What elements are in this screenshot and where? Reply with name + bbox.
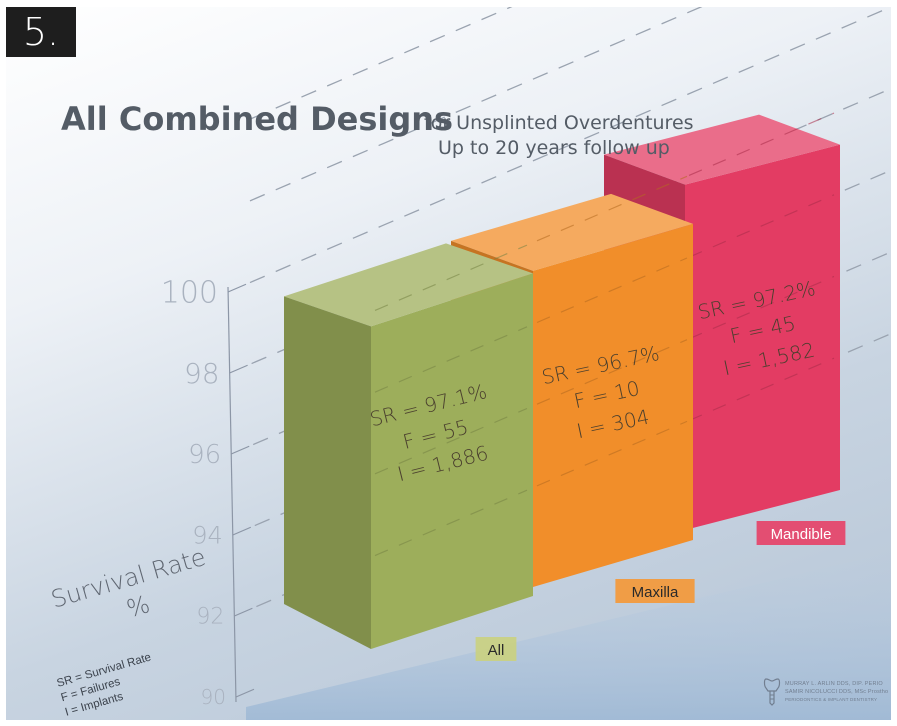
y-tick-label: 96 bbox=[188, 440, 221, 470]
gridline bbox=[249, 7, 513, 120]
bar-gridline bbox=[688, 112, 835, 177]
bar-maxilla-top bbox=[451, 193, 693, 271]
bar-gridline bbox=[374, 407, 528, 475]
bar-all-top bbox=[284, 243, 533, 327]
bar-gridline bbox=[536, 175, 688, 242]
y-tick-mark bbox=[234, 607, 253, 617]
bar-all-front bbox=[284, 296, 371, 649]
chart-slide: 90 92 94 96 98 100 SR = 97.1% F = 55 I = 1,886 S… bbox=[6, 7, 891, 720]
bar-gridline bbox=[374, 326, 528, 393]
logo-line-1: MURRAY L. ARLIN DDS, DIP. PERIO bbox=[785, 681, 883, 687]
y-tick-label: 92 bbox=[196, 605, 224, 630]
y-tick-label: 100 bbox=[161, 276, 218, 311]
logo-line-2: SAMIR NICOLUCCI DDS, MSc Prostho bbox=[785, 689, 889, 695]
y-tick-label: 94 bbox=[192, 521, 223, 549]
y-axis-label: Survival Rate% bbox=[48, 543, 209, 623]
bar-gridline bbox=[688, 194, 835, 258]
bar-mandible-side bbox=[685, 144, 840, 530]
floor-shadow bbox=[246, 552, 891, 720]
category-label-bg bbox=[615, 579, 695, 603]
clinic-logo: MURRAY L. ARLIN DDS, DIP. PERIO SAMIR NI… bbox=[763, 675, 888, 709]
y-tick-mark bbox=[227, 283, 247, 293]
category-label: Maxilla bbox=[632, 584, 679, 601]
bar-gridline bbox=[688, 357, 835, 422]
category-label-bg bbox=[756, 521, 846, 545]
y-tick-mark bbox=[232, 526, 252, 536]
slide-number: 5. bbox=[6, 7, 76, 57]
gridline bbox=[249, 7, 703, 202]
bar-all-side bbox=[371, 273, 533, 649]
chart-subtitle-line-1: for Unsplinted Overdentures bbox=[424, 112, 694, 134]
category-label: Mandible bbox=[771, 526, 832, 543]
bar-gridline bbox=[688, 275, 835, 340]
chart-title: All Combined Designs bbox=[61, 100, 453, 138]
y-tick-mark bbox=[229, 364, 248, 374]
logo-line-3: PERIODONTICS & IMPLANT DENTISTRY bbox=[785, 697, 878, 702]
bar-gridline bbox=[374, 489, 528, 557]
y-tick-label: 90 bbox=[201, 685, 226, 709]
y-tick-mark bbox=[230, 445, 250, 455]
bar-gridline bbox=[374, 244, 528, 312]
gridline bbox=[249, 7, 891, 284]
bar-gridline bbox=[536, 420, 688, 487]
y-tick-label: 98 bbox=[184, 357, 220, 390]
category-label: All bbox=[488, 642, 505, 659]
y-tick-mark bbox=[235, 688, 255, 698]
bar-maxilla-side bbox=[533, 223, 693, 587]
tooth-implant-icon bbox=[763, 678, 781, 706]
bar-mandible-top bbox=[604, 114, 840, 185]
y-axis-label-line-2: % bbox=[123, 590, 153, 623]
chart-subtitle-line-2: Up to 20 years follow up bbox=[438, 137, 670, 159]
category-label-bg bbox=[475, 637, 517, 661]
bar-gridline bbox=[536, 257, 688, 324]
bar-gridline bbox=[536, 339, 688, 405]
y-axis-line bbox=[227, 286, 237, 703]
